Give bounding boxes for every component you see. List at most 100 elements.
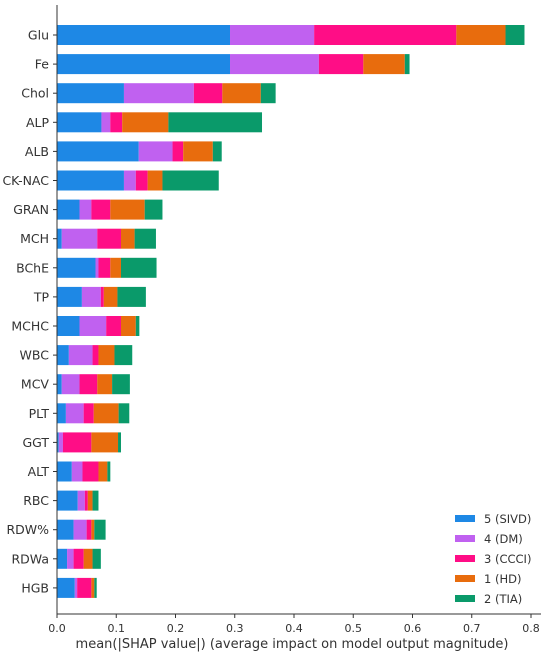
bar-segment-mch-series-3 [120, 228, 135, 249]
bar-segment-ggt-series-2 [62, 432, 92, 453]
bar-segment-mcv-series-3 [97, 374, 113, 395]
bar-segment-bche-series-2 [98, 257, 111, 278]
bar-segment-mch-series-0 [57, 228, 62, 249]
bar-segment-alp-series-4 [168, 112, 263, 133]
bar-segment-mcv-series-1 [61, 374, 80, 395]
bar-segment-chol-series-2 [193, 83, 223, 104]
y-tick-label: RDW% [6, 522, 49, 537]
bar-segment-alt-series-4 [107, 461, 111, 482]
bar-segment-alb-series-1 [138, 141, 173, 162]
bar-segment-chol-series-4 [260, 83, 276, 104]
bar-segment-ck-nac-series-4 [162, 170, 219, 191]
y-tick-label: ALP [26, 115, 50, 130]
bar-segment-ggt-series-4 [118, 432, 121, 453]
bar-segment-gran-series-0 [57, 199, 80, 220]
legend: 5 (SIVD) 4 (DM) 3 (CCCI) 1 (HD) 2 (TIA) [455, 512, 531, 606]
bar-segment-wbc-series-0 [57, 345, 69, 366]
bar-segment-mch-series-2 [97, 228, 121, 249]
bar-segment-rbc-series-1 [77, 490, 85, 511]
bar-segment-fe-series-4 [404, 54, 410, 75]
bar-segment-plt-series-1 [65, 403, 84, 424]
bar-segment-mcv-series-0 [57, 374, 62, 395]
bar-segment-rbc-series-0 [57, 490, 78, 511]
bar-segment-rdw--series-0 [57, 519, 74, 540]
bar-segment-alp-series-0 [57, 112, 102, 133]
bar-segment-rdw--series-4 [94, 519, 106, 540]
y-tick-label: WBC [20, 348, 50, 363]
legend-swatch-3 [455, 575, 475, 582]
bar-segment-alp-series-1 [101, 112, 111, 133]
bar-segment-ggt-series-0 [57, 432, 59, 453]
bar-segment-mcv-series-2 [79, 374, 98, 395]
bar-segment-mcv-series-4 [112, 374, 130, 395]
x-tick-label: 0.7 [463, 622, 481, 635]
bar-segment-plt-series-3 [93, 403, 119, 424]
bar-segment-rdw--series-2 [86, 519, 92, 540]
bar-segment-mchc-series-3 [120, 316, 136, 336]
y-tick-label: MCV [21, 377, 50, 392]
bar-segment-bche-series-1 [95, 257, 99, 278]
bar-segment-glu-series-3 [456, 25, 506, 45]
bar-segment-rdwa-series-1 [67, 548, 74, 569]
bar-segment-alp-series-2 [110, 112, 123, 133]
x-axis-title: mean(|SHAP value|) (average impact on mo… [76, 637, 509, 652]
bar-segment-ggt-series-1 [58, 432, 63, 453]
bar-segment-chol-series-0 [57, 83, 124, 104]
x-tick-label: 0.6 [404, 622, 422, 635]
y-tick-label: RBC [23, 493, 49, 508]
bar-segment-fe-series-0 [57, 54, 231, 75]
bar-segment-fe-series-2 [318, 54, 364, 75]
bar-segment-mchc-series-4 [135, 316, 140, 336]
bar-segment-alt-series-0 [57, 461, 72, 482]
bar-segment-mch-series-4 [134, 228, 156, 249]
x-tick-label: 0.4 [285, 622, 303, 635]
bar-segment-rbc-series-4 [92, 490, 99, 511]
bar-segment-mchc-series-0 [57, 316, 80, 336]
bar-segment-tp-series-3 [103, 286, 118, 307]
y-tick-label: GRAN [13, 202, 49, 217]
legend-swatch-2 [455, 555, 475, 562]
y-tick-label: RDWa [11, 551, 49, 566]
bar-segment-gran-series-3 [110, 199, 145, 220]
legend-swatch-4 [455, 595, 475, 602]
legend-label-4: 2 (TIA) [484, 592, 522, 606]
y-tick-label: ALB [25, 144, 49, 159]
bar-segment-fe-series-3 [363, 54, 405, 75]
y-tick-label: Chol [21, 86, 49, 101]
bar-segment-ck-nac-series-3 [147, 170, 163, 191]
bar-segment-alt-series-1 [71, 461, 83, 482]
bar-segment-rdw--series-3 [91, 519, 95, 540]
legend-label-0: 5 (SIVD) [484, 512, 531, 526]
bar-segment-wbc-series-3 [98, 345, 115, 366]
bar-segment-alt-series-3 [98, 461, 108, 482]
bar-segment-rdwa-series-4 [92, 548, 101, 569]
bar-segment-gran-series-4 [144, 199, 163, 220]
x-tick-label: 0.5 [345, 622, 363, 635]
bar-segment-hgb-series-4 [94, 577, 97, 598]
bar-segment-hgb-series-2 [77, 577, 92, 598]
x-tick-label: 0.3 [226, 622, 244, 635]
bar-segment-rdwa-series-2 [73, 548, 84, 569]
bar-segment-glu-series-1 [230, 25, 315, 45]
bar-segment-wbc-series-2 [92, 345, 99, 366]
bar-segment-bche-series-0 [57, 257, 96, 278]
bar-segment-tp-series-4 [117, 286, 146, 307]
bar-segment-rdwa-series-3 [83, 548, 93, 569]
bar-segment-rbc-series-3 [87, 490, 93, 511]
bar-segment-tp-series-0 [57, 286, 82, 307]
bar-segment-ck-nac-series-0 [57, 170, 124, 191]
y-tick-label: BChE [16, 260, 49, 275]
bar-segment-plt-series-2 [83, 403, 94, 424]
bar-segment-chol-series-1 [123, 83, 194, 104]
bar-segment-glu-series-4 [505, 25, 525, 45]
bar-segment-rbc-series-2 [84, 490, 88, 511]
y-tick-label: MCH [20, 231, 49, 246]
bar-segment-rdw--series-1 [73, 519, 87, 540]
bar-segment-ck-nac-series-1 [123, 170, 136, 191]
y-tick-label: TP [33, 289, 50, 304]
legend-swatch-0 [455, 515, 475, 522]
bar-segment-gran-series-2 [91, 199, 111, 220]
bar-segment-ggt-series-3 [91, 432, 119, 453]
bar-segment-glu-series-2 [314, 25, 457, 45]
